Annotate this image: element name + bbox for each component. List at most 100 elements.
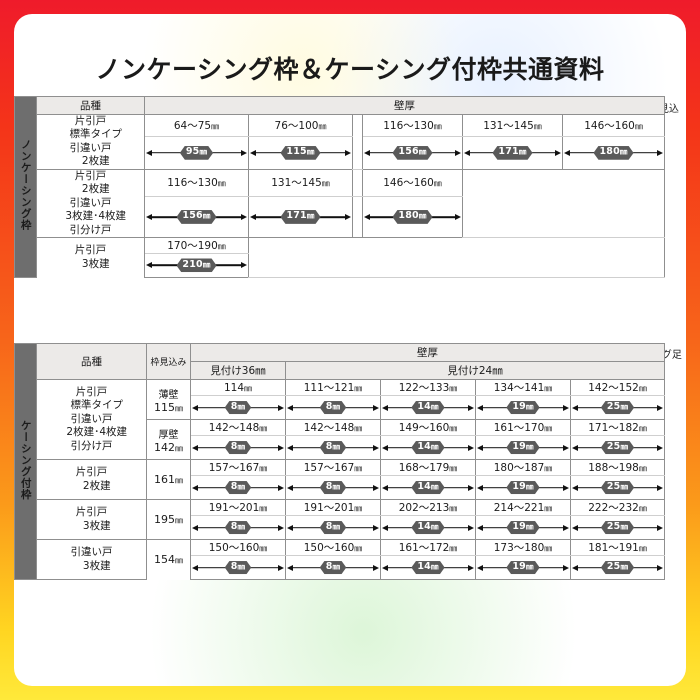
dimension-cell: 8㎜ (190, 475, 286, 500)
dimension-arrow: 210㎜ (145, 254, 248, 277)
depth-label: 薄壁 (158, 389, 179, 401)
dimension-badge: 8㎜ (225, 441, 252, 455)
dimension-arrow: 19㎜ (476, 396, 570, 419)
arrow-right-icon (278, 484, 284, 491)
arrow-right-icon (468, 444, 474, 451)
frame-depth-value: 154㎜ (154, 553, 183, 567)
dimension-arrow: 25㎜ (571, 396, 664, 419)
dimension-badge: 8㎜ (320, 521, 347, 535)
dimension-badge: 14㎜ (411, 521, 444, 535)
wall-thickness-range: 116～130㎜ (144, 168, 249, 198)
header-frame-depth: 枠見込み (146, 343, 191, 380)
dimension-arrow: 14㎜ (381, 476, 475, 499)
dimension-badge: 180㎜ (593, 146, 633, 160)
dimension-arrow: 8㎜ (286, 396, 380, 419)
arrow-right-icon (563, 484, 569, 491)
dimension-arrow: 14㎜ (381, 436, 475, 459)
arrow-left-icon (250, 149, 256, 156)
dimension-cell: 8㎜ (285, 475, 381, 500)
dimension-badge: 8㎜ (320, 401, 347, 415)
arrow-right-icon (241, 213, 247, 220)
dimension-badge: 8㎜ (225, 521, 252, 535)
dimension-arrow: 19㎜ (476, 516, 570, 539)
frame-depth-cell: 154㎜ (146, 539, 191, 580)
dimension-badge: 19㎜ (506, 401, 539, 415)
dimension-badge: 25㎜ (601, 401, 634, 415)
dimension-arrow: 8㎜ (191, 436, 285, 459)
dimension-arrow: 115㎜ (249, 141, 352, 164)
arrow-right-icon (657, 149, 664, 156)
dimension-badge: 14㎜ (411, 401, 444, 415)
spacer-cell (352, 114, 363, 170)
section-label-noncasing: ノンケーシング枠 (14, 96, 37, 278)
wall-thickness-range: 150～160㎜ (285, 539, 381, 556)
dimension-badge: 156㎜ (176, 210, 216, 224)
wall-thickness-range: 146～160㎜ (561, 114, 666, 137)
dimension-arrow: 25㎜ (571, 516, 664, 539)
arrow-right-icon (657, 524, 664, 531)
arrow-right-icon (657, 444, 664, 451)
dimension-cell: 210㎜ (144, 252, 249, 278)
arrow-left-icon (250, 213, 256, 220)
dimension-badge: 25㎜ (601, 481, 634, 495)
arrow-left-icon (477, 444, 483, 451)
dimension-arrow: 8㎜ (191, 476, 285, 499)
dimension-arrow: 25㎜ (571, 436, 664, 459)
dimension-cell: 25㎜ (569, 475, 666, 500)
frame-depth-value: 195㎜ (154, 513, 183, 526)
wall-thickness-range: 173～180㎜ (475, 539, 571, 556)
dimension-badge: 19㎜ (506, 521, 539, 535)
dimension-arrow: 14㎜ (381, 396, 475, 419)
arrow-left-icon (364, 149, 370, 156)
wall-thickness-range: 191～201㎜ (285, 499, 381, 516)
arrow-right-icon (555, 149, 561, 156)
dimension-badge: 171㎜ (280, 210, 320, 224)
casing-frame-table: ケーシング付枠 品種 枠見込み 壁厚 見付け36㎜ 見付け24㎜ 片引戸 標準タイプ 引違い戸… (14, 343, 666, 580)
arrow-right-icon (563, 564, 569, 571)
arrow-left-icon (382, 444, 388, 451)
arrow-left-icon (287, 524, 293, 531)
dimension-badge: 210㎜ (176, 258, 216, 272)
product-kind: 片引戸 標準タイプ 引違い戸 2枚建･4枚建 引分け戸 (36, 379, 147, 460)
dimension-badge: 156㎜ (392, 146, 432, 160)
dimension-arrow: 19㎜ (476, 556, 570, 579)
dimension-cell: 19㎜ (475, 515, 571, 540)
wall-thickness-range: 134～141㎜ (475, 379, 571, 396)
wall-thickness-range: 142～148㎜ (190, 419, 286, 436)
dimension-cell: 8㎜ (190, 555, 286, 580)
arrow-left-icon (572, 524, 578, 531)
product-kind: 引違い戸 3枚建 (36, 539, 147, 580)
arrow-left-icon (572, 484, 578, 491)
dimension-cell: 19㎜ (475, 475, 571, 500)
dimension-cell: 14㎜ (380, 555, 476, 580)
dimension-arrow: 19㎜ (476, 476, 570, 499)
dimension-arrow: 14㎜ (381, 516, 475, 539)
empty-cell (247, 236, 666, 278)
dimension-badge: 25㎜ (601, 521, 634, 535)
arrow-right-icon (657, 484, 664, 491)
dimension-cell: 25㎜ (569, 395, 666, 420)
document-page: ノンケーシング枠＆ケーシング付枠共通資料 内は枠見込み ノンケーシング枠品種壁厚… (14, 14, 686, 686)
dimension-badge: 19㎜ (506, 561, 539, 575)
frame-depth-value: 115㎜ (154, 400, 183, 414)
wall-thickness-range: 114㎜ (190, 379, 286, 396)
arrow-right-icon (373, 444, 379, 451)
arrow-right-icon (468, 484, 474, 491)
header-kind: 品種 (36, 96, 145, 115)
product-kind: 片引戸 3枚建 (36, 499, 147, 540)
dimension-arrow: 8㎜ (191, 396, 285, 419)
arrow-left-icon (382, 564, 388, 571)
frame-depth-cell: 161㎜ (146, 459, 191, 500)
wall-thickness-range: 150～160㎜ (190, 539, 286, 556)
arrow-left-icon (192, 404, 198, 411)
arrow-left-icon (146, 262, 152, 269)
dimension-arrow: 171㎜ (249, 205, 352, 228)
dimension-badge: 8㎜ (320, 561, 347, 575)
arrow-right-icon (468, 404, 474, 411)
arrow-left-icon (564, 149, 570, 156)
arrow-right-icon (455, 213, 461, 220)
arrow-left-icon (477, 524, 483, 531)
dimension-cell: 14㎜ (380, 475, 476, 500)
wall-thickness-range: 142～152㎜ (569, 379, 666, 396)
